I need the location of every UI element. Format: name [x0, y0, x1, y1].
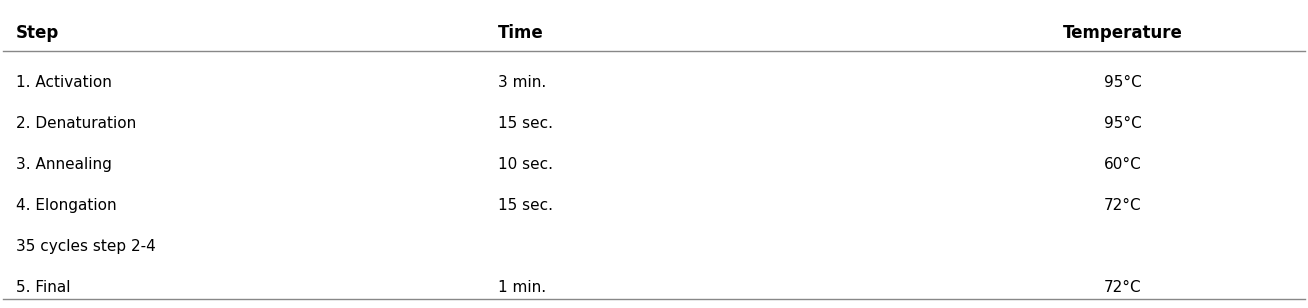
Text: 15 sec.: 15 sec. [498, 116, 553, 131]
Text: 95°C: 95°C [1104, 116, 1142, 131]
Text: 3 min.: 3 min. [498, 75, 545, 90]
Text: 2. Denaturation: 2. Denaturation [16, 116, 136, 131]
Text: 3. Annealing: 3. Annealing [16, 157, 111, 172]
Text: 5. Final: 5. Final [16, 280, 71, 294]
Text: 60°C: 60°C [1104, 157, 1142, 172]
Text: 15 sec.: 15 sec. [498, 198, 553, 213]
Text: 35 cycles step 2-4: 35 cycles step 2-4 [16, 239, 156, 254]
Text: 4. Elongation: 4. Elongation [16, 198, 116, 213]
Text: 10 sec.: 10 sec. [498, 157, 553, 172]
Text: Temperature: Temperature [1063, 24, 1182, 42]
Text: Time: Time [498, 24, 543, 42]
Text: 1. Activation: 1. Activation [16, 75, 111, 90]
Text: 1 min.: 1 min. [498, 280, 545, 294]
Text: Step: Step [16, 24, 59, 42]
Text: 72°C: 72°C [1104, 198, 1142, 213]
Text: 72°C: 72°C [1104, 280, 1142, 294]
Text: 95°C: 95°C [1104, 75, 1142, 90]
